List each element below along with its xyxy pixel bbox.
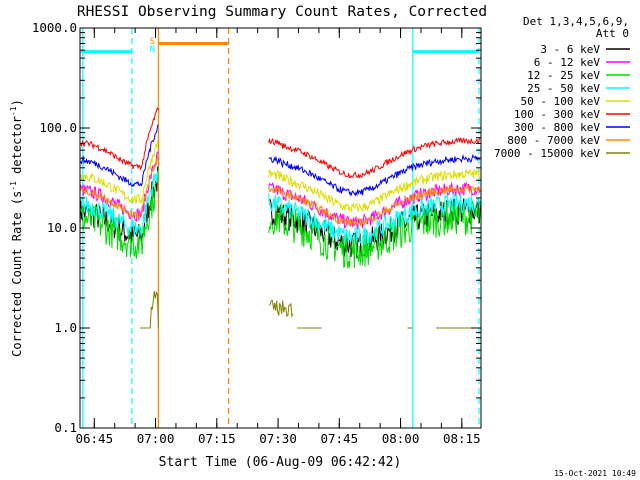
legend-entry-label: 50 - 100 keV	[521, 95, 601, 108]
series-line-6	[79, 124, 159, 188]
legend-entry-label: 6 - 12 keV	[534, 56, 601, 69]
x-axis: 06:45 07:00 07:15 07:30 07:45 08:00 08:15	[75, 28, 481, 446]
series-line-7	[79, 153, 159, 219]
x-tick-label: 07:15	[198, 431, 236, 446]
series-line-8	[269, 300, 294, 318]
series-line-5	[79, 107, 159, 171]
legend-entry-label: 300 - 800 keV	[514, 121, 600, 134]
series-line-2	[268, 200, 481, 269]
y-tick-label: 0.1	[54, 420, 77, 435]
x-tick-label: 07:00	[137, 431, 175, 446]
series-line-1	[268, 181, 481, 230]
series-line-8	[140, 291, 159, 329]
flag-bars: SN	[80, 37, 479, 55]
series-line-3	[268, 193, 481, 246]
timestamp: 15-Oct-2021 10:49	[554, 469, 636, 478]
series-line-4	[79, 139, 159, 205]
x-tick-label: 08:15	[443, 431, 481, 446]
x-tick-label: 07:30	[259, 431, 297, 446]
y-axis: 0.1 1.0 10.0 100.0 1000.0	[32, 20, 481, 435]
y-tick-label: 1000.0	[32, 20, 77, 35]
y-tick-label: 100.0	[39, 120, 77, 135]
x-axis-label: Start Time (06-Aug-09 06:42:42)	[159, 455, 402, 470]
legend-entry-label: 800 - 7000 keV	[507, 134, 600, 147]
flag-label: N	[150, 45, 155, 55]
y-tick-label: 1.0	[54, 320, 77, 335]
legend-entry-label: 25 - 50 keV	[527, 82, 600, 95]
legend-header: Att 0	[596, 27, 629, 40]
legend-entry-label: 7000 - 15000 keV	[494, 147, 600, 160]
series-line-3	[79, 170, 159, 236]
y-tick-label: 10.0	[47, 220, 77, 235]
x-tick-label: 07:45	[320, 431, 358, 446]
legend-entry-label: 3 - 6 keV	[540, 43, 600, 56]
series-line-7	[268, 182, 481, 227]
x-tick-label: 06:45	[75, 431, 113, 446]
chart-title: RHESSI Observing Summary Count Rates, Co…	[77, 4, 487, 20]
x-tick-label: 08:00	[382, 431, 420, 446]
series-line-5	[268, 136, 481, 179]
flag-label: S	[150, 37, 155, 47]
y-axis-label: Corrected Count Rate (s-1 detector-1)	[9, 99, 24, 357]
series-line-1	[79, 151, 159, 223]
legend-entry-label: 100 - 300 keV	[514, 108, 600, 121]
series-line-4	[268, 168, 481, 214]
legend-entry-label: 12 - 25 keV	[527, 69, 600, 82]
series-line-6	[268, 153, 481, 197]
legend-header: Det 1,3,4,5,6,9,	[523, 15, 629, 28]
series-layer	[79, 107, 481, 329]
